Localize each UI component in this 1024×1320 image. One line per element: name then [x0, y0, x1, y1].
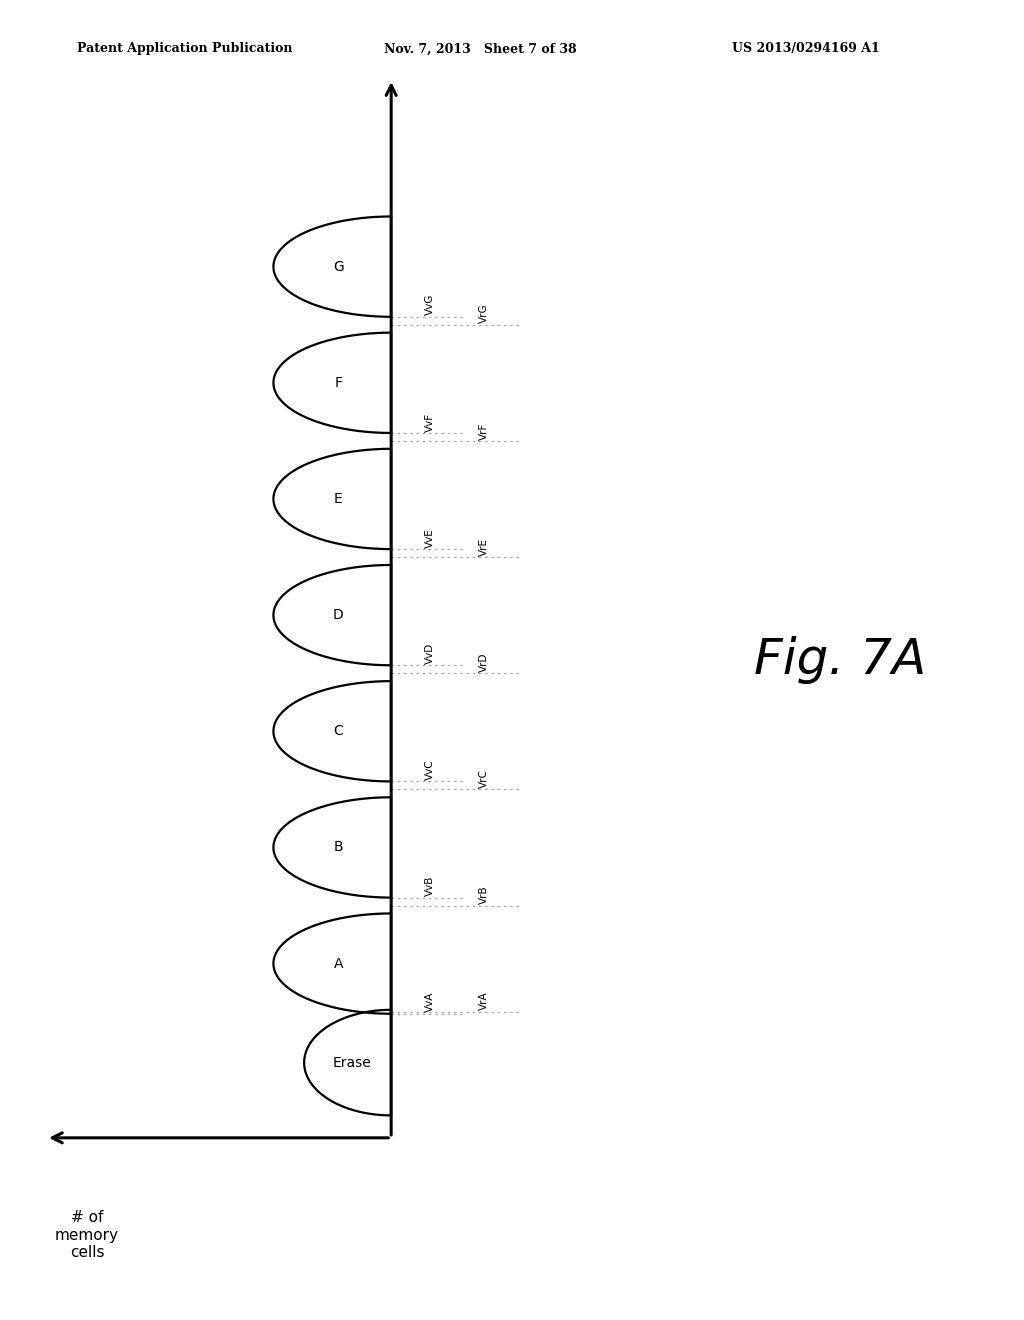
- Text: VrG: VrG: [479, 304, 489, 323]
- Text: VrF: VrF: [479, 422, 489, 440]
- Text: Erase: Erase: [333, 1056, 372, 1069]
- Text: A: A: [334, 957, 343, 970]
- Text: VrE: VrE: [479, 537, 489, 556]
- Text: Patent Application Publication: Patent Application Publication: [77, 42, 292, 55]
- Text: VrD: VrD: [479, 652, 489, 672]
- Text: B: B: [334, 841, 343, 854]
- Text: VrB: VrB: [479, 886, 489, 904]
- Text: VrA: VrA: [479, 991, 489, 1011]
- Text: D: D: [333, 609, 343, 622]
- Text: VvA: VvA: [425, 993, 435, 1012]
- Text: VvG: VvG: [425, 294, 435, 315]
- Text: G: G: [333, 260, 343, 273]
- Text: VvE: VvE: [425, 528, 435, 548]
- Text: VvF: VvF: [425, 413, 435, 432]
- Text: # of
memory
cells: # of memory cells: [55, 1210, 119, 1261]
- Text: VvB: VvB: [425, 876, 435, 896]
- Text: US 2013/0294169 A1: US 2013/0294169 A1: [732, 42, 880, 55]
- Text: C: C: [333, 725, 343, 738]
- Text: VvD: VvD: [425, 643, 435, 664]
- Text: VrC: VrC: [479, 770, 489, 788]
- Text: Nov. 7, 2013   Sheet 7 of 38: Nov. 7, 2013 Sheet 7 of 38: [384, 42, 577, 55]
- Text: E: E: [334, 492, 343, 506]
- Text: VvC: VvC: [425, 759, 435, 780]
- Text: F: F: [334, 376, 342, 389]
- Text: Fig. 7A: Fig. 7A: [754, 636, 926, 684]
